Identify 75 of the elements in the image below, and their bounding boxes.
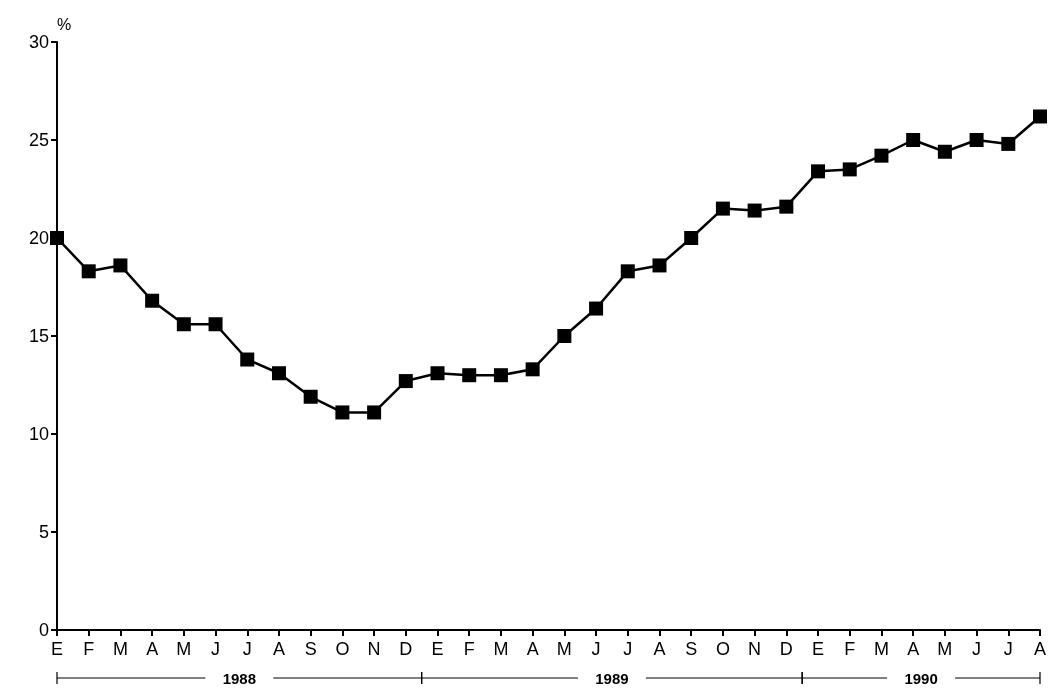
x-tick-label: D <box>399 639 413 659</box>
x-tick-label: M <box>176 639 192 659</box>
point <box>874 148 889 163</box>
point <box>779 199 794 214</box>
x-tick-label: S <box>304 639 317 659</box>
x-tick-label: M <box>556 639 572 659</box>
point <box>303 389 318 404</box>
x-tick-label: E <box>812 639 825 659</box>
x-tick-label: J <box>972 639 982 659</box>
x-tick-label: E <box>431 639 444 659</box>
y-tick-label: 30 <box>28 32 49 52</box>
point <box>145 293 160 308</box>
y-axis-title: % <box>57 15 72 33</box>
point <box>271 366 286 381</box>
x-tick-label: J <box>623 639 633 659</box>
x-tick-label: M <box>937 639 953 659</box>
point <box>81 264 96 279</box>
x-tick-label: O <box>715 639 730 659</box>
x-tick-label: A <box>653 639 666 659</box>
y-tick-label: 10 <box>28 424 49 444</box>
point <box>113 258 128 273</box>
x-tick-label: D <box>779 639 793 659</box>
point <box>367 405 382 420</box>
point <box>493 368 508 383</box>
point <box>969 133 984 147</box>
point <box>462 368 477 383</box>
text: 1988 <box>222 669 257 687</box>
x-tick-label: F <box>463 639 475 659</box>
point <box>589 301 604 316</box>
point <box>906 133 921 147</box>
point <box>525 362 540 377</box>
point <box>747 203 762 218</box>
x-tick-label: A <box>1033 639 1047 659</box>
x-tick-label: J <box>211 639 221 659</box>
point <box>1033 109 1047 124</box>
x-tick-label: S <box>685 639 698 659</box>
y-tick-label: 0 <box>38 620 49 640</box>
x-tick-label: M <box>493 639 509 659</box>
point <box>208 317 223 332</box>
x-tick-label: F <box>844 639 856 659</box>
y-tick-label: 5 <box>38 522 49 542</box>
x-tick-label: F <box>83 639 95 659</box>
x-tick-label: N <box>367 639 381 659</box>
y-tick-label: 15 <box>28 326 49 346</box>
x-tick-label: A <box>526 639 539 659</box>
x-tick-label: J <box>242 639 252 659</box>
x-tick-label: N <box>748 639 762 659</box>
x-tick-label: M <box>873 639 889 659</box>
point <box>335 405 350 420</box>
y-tick-label: 25 <box>28 130 49 150</box>
point <box>620 264 635 279</box>
x-tick-label: A <box>272 639 285 659</box>
point <box>50 231 64 245</box>
point <box>176 317 191 332</box>
y-tick-label: 20 <box>28 228 49 248</box>
point <box>842 162 857 177</box>
x-tick-label: J <box>591 639 601 659</box>
x-tick-label: O <box>335 639 350 659</box>
point <box>1001 136 1016 151</box>
point <box>240 352 255 367</box>
text: 1990 <box>904 669 938 687</box>
point <box>715 201 730 216</box>
point <box>398 374 413 389</box>
x-tick-label: J <box>1003 639 1013 659</box>
x-tick-label: A <box>146 639 159 659</box>
x-tick-label: A <box>907 639 920 659</box>
x-tick-label: M <box>112 639 128 659</box>
point <box>430 366 445 381</box>
point <box>937 144 952 159</box>
point <box>811 164 826 179</box>
text: 1989 <box>595 669 629 687</box>
x-tick-label: E <box>50 639 64 659</box>
point <box>684 231 699 245</box>
point <box>557 329 572 343</box>
point <box>652 258 667 273</box>
